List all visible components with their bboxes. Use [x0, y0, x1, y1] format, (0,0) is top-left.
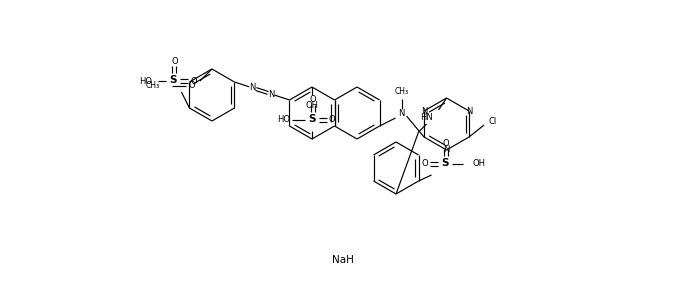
- Text: S: S: [441, 158, 448, 168]
- Text: O: O: [329, 115, 335, 124]
- Text: HO: HO: [278, 115, 290, 124]
- Text: HO: HO: [139, 77, 152, 86]
- Text: O: O: [442, 139, 449, 149]
- Text: NaH: NaH: [332, 255, 354, 265]
- Text: S: S: [308, 114, 316, 124]
- Text: O: O: [189, 82, 196, 90]
- Text: OH: OH: [305, 101, 318, 109]
- Text: N: N: [443, 145, 450, 154]
- Text: O: O: [421, 160, 428, 168]
- Text: HN: HN: [420, 113, 433, 122]
- Text: S: S: [169, 75, 177, 85]
- Text: OH: OH: [473, 160, 486, 168]
- Text: N: N: [399, 109, 405, 118]
- Text: N: N: [268, 90, 274, 98]
- Text: CH₃: CH₃: [146, 82, 160, 90]
- Text: O: O: [309, 96, 316, 105]
- Text: Cl: Cl: [489, 117, 497, 126]
- Text: O: O: [171, 56, 178, 65]
- Text: N: N: [421, 107, 427, 115]
- Text: O: O: [190, 77, 197, 86]
- Text: CH₃: CH₃: [394, 88, 409, 96]
- Text: N: N: [250, 84, 256, 92]
- Text: N: N: [466, 107, 472, 115]
